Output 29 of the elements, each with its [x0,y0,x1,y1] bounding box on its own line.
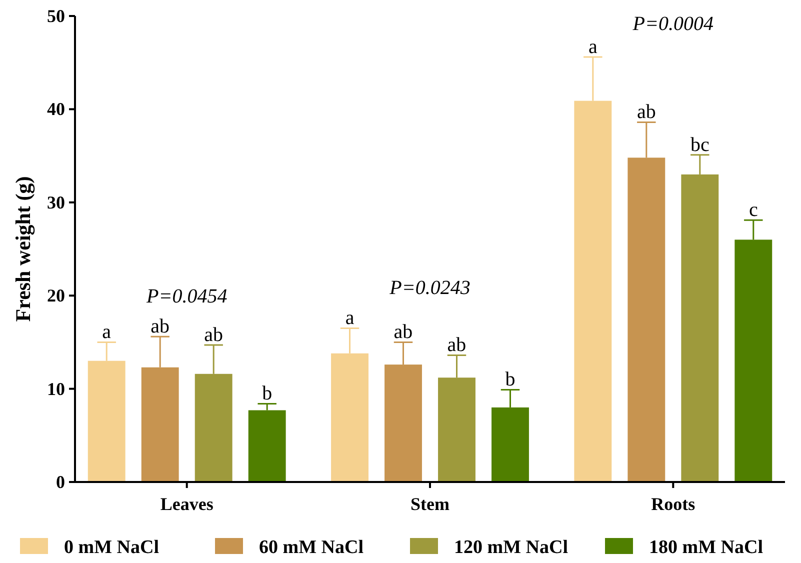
data-label: ab [447,334,466,356]
data-label: a [345,307,354,330]
legend-label: 180 mM NaCl [649,537,763,558]
annotation: P=0.0004 [632,13,714,35]
legend-label: 60 mM NaCl [259,537,364,558]
legend-label: 0 mM NaCl [64,537,159,558]
data-label: b [505,368,516,391]
x-tick-label: Stem [410,494,450,514]
annotation: P=0.0454 [145,286,228,308]
data-label: ab [394,321,413,344]
y-axis-title: Fresh weight (g) [11,176,35,322]
data-label: ab [150,316,170,338]
y-tick-label: 20 [47,286,65,306]
annotation: P=0.0243 [388,277,470,300]
y-tick-label: 10 [47,378,65,399]
data-label: b [262,382,272,405]
y-tick-label: 50 [47,6,65,26]
data-label: a [588,36,598,58]
x-tick-label: Leaves [160,494,214,514]
y-tick-label: 0 [56,472,65,492]
data-label: c [748,199,758,222]
y-tick-label: 40 [47,99,65,120]
data-label: ab [636,101,656,124]
data-label: bc [690,134,710,156]
data-label: a [102,321,112,344]
y-tick-label: 30 [47,192,65,212]
data-label: ab [204,324,224,346]
x-tick-label: Roots [651,494,696,514]
legend-label: 120 mM NaCl [454,537,568,558]
